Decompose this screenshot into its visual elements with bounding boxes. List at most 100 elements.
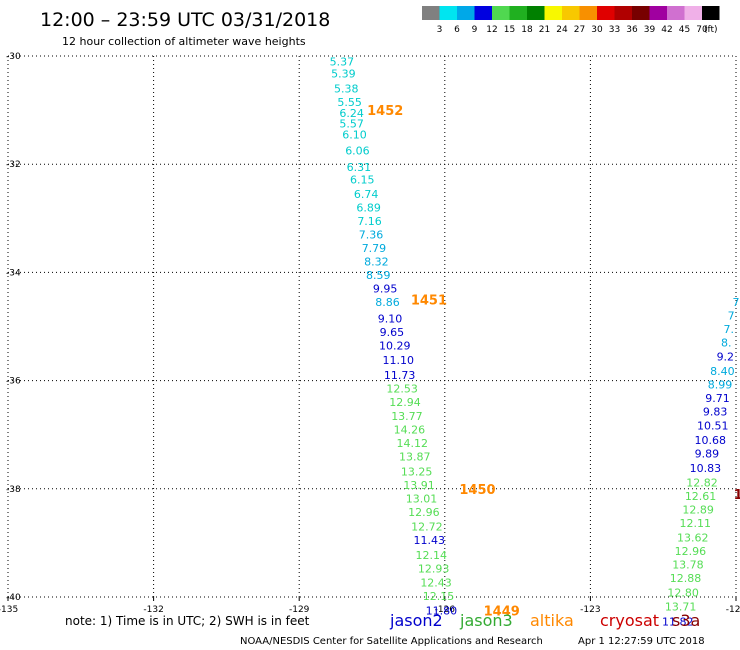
wave-height-label: 12.15 [423, 590, 455, 603]
wave-height-label: 8.99 [708, 378, 733, 391]
colorbar-label: 9 [472, 25, 478, 35]
wave-height-label: 9.65 [380, 326, 405, 339]
satellite-legend: jason2 jason3 altika cryosat s3a [389, 611, 700, 630]
satellite-legend-item: jason3 [459, 611, 513, 630]
wave-height-label: 12.88 [670, 572, 702, 585]
wave-height-label: 12.43 [420, 576, 452, 589]
wave-height-label: 6.06 [345, 145, 370, 158]
colorbar-swatch [702, 6, 720, 20]
footer-timestamp: Apr 1 12:27:59 UTC 2018 [578, 636, 705, 647]
colorbar-label: 39 [644, 25, 656, 35]
satellite-legend-item: altika [530, 611, 574, 630]
wave-height-label: 12.14 [415, 549, 447, 562]
wave-height-label: 10.29 [379, 339, 411, 352]
x-tick-label: -129 [289, 605, 310, 615]
wave-height-label: 12.72 [411, 521, 443, 534]
colorbar-swatch [649, 6, 667, 20]
pass-time-annotation: 1451 [411, 293, 447, 308]
wave-height-label: 10.83 [690, 462, 722, 475]
wave-height-label: 11.43 [414, 534, 446, 547]
colorbar: 3 6 9 12 15 18 21 24 27 30 33 36 39 42 45 70(ft) [422, 6, 720, 35]
x-tick-label: -126 [435, 605, 456, 615]
wave-height-label: 12.94 [389, 396, 421, 409]
pass-time-annotation: 1450 [459, 483, 495, 498]
wave-height-label: 11.80 [426, 605, 458, 618]
wave-height-label: 12.96 [675, 545, 707, 558]
colorbar-label: 33 [609, 25, 620, 35]
wave-height-label: 9.71 [705, 392, 730, 405]
wave-height-label: 5.38 [334, 82, 359, 95]
wave-height-label: 12.61 [685, 490, 717, 503]
x-tick-label: -120 [726, 605, 740, 615]
colorbar-swatch [439, 6, 457, 20]
wave-height-label: 12.11 [679, 517, 711, 530]
y-tick-label: -34 [6, 268, 21, 278]
colorbar-swatch [579, 6, 597, 20]
wave-height-label: 12.53 [386, 383, 418, 396]
wave-height-label: 13.91 [403, 479, 435, 492]
wave-height-label: 13.71 [665, 601, 697, 614]
footer-credit: NOAA/NESDIS Center for Satellite Applica… [240, 636, 543, 647]
wave-height-label: 9.2 [717, 350, 735, 363]
wave-height-label: 12.96 [408, 506, 440, 519]
colorbar-swatch [509, 6, 527, 20]
colorbar-swatch [492, 6, 510, 20]
wave-height-label: 6.74 [354, 188, 379, 201]
pass-time-annotation: 17 [734, 488, 740, 503]
wave-height-label: 6.24 [339, 107, 364, 120]
wave-height-label: 12.89 [682, 503, 714, 516]
chart-subtitle: 12 hour collection of altimeter wave hei… [62, 35, 306, 48]
colorbar-unit: (ft) [704, 25, 718, 35]
wave-height-label: 7.36 [359, 229, 384, 242]
satellite-legend-item: s3a [672, 611, 700, 630]
wave-height-label: 13.01 [406, 493, 438, 506]
colorbar-swatch [597, 6, 615, 20]
wave-height-label: 9.89 [695, 448, 720, 461]
wave-height-label: 8. [721, 337, 732, 350]
wave-height-label: 7. [723, 323, 734, 336]
wave-height-label: 8.32 [364, 256, 389, 269]
wave-height-label: 6.15 [350, 173, 375, 186]
wave-height-label: 7 [728, 310, 735, 323]
colorbar-label: 3 [437, 25, 443, 35]
wave-height-label: 13.78 [672, 559, 704, 572]
y-tick-label: -36 [6, 377, 21, 387]
colorbar-swatch [562, 6, 580, 20]
wave-height-label: 8.40 [710, 365, 735, 378]
colorbar-label: 18 [521, 25, 533, 35]
colorbar-swatch [457, 6, 475, 20]
wave-height-label: 10.51 [697, 420, 729, 433]
colorbar-swatch [667, 6, 685, 20]
x-tick-label: -135 [0, 605, 18, 615]
wave-height-label: 7 [733, 296, 740, 309]
chart-title: 12:00 – 23:59 UTC 03/31/2018 [40, 9, 330, 31]
pass-time-annotation: 1452 [367, 104, 403, 119]
colorbar-swatch [474, 6, 492, 20]
wave-height-label: 14.12 [397, 437, 429, 450]
wave-height-label: 12.93 [418, 562, 450, 575]
wave-height-label: 13.77 [391, 410, 423, 423]
header: 12:00 – 23:59 UTC 03/31/2018 12 hour col… [40, 9, 330, 48]
colorbar-label: 21 [539, 25, 550, 35]
wave-height-label: 14.26 [394, 423, 426, 436]
wave-height-label: 5.55 [337, 96, 362, 109]
colorbar-label: 24 [556, 25, 568, 35]
y-tick-label: -30 [6, 52, 21, 62]
wave-height-label: 5.37 [330, 55, 355, 68]
wave-height-label: 6.89 [356, 201, 381, 214]
footer-note: note: 1) Time is in UTC; 2) SWH is in fe… [65, 614, 310, 628]
colorbar-label: 42 [661, 25, 672, 35]
wave-height-label: 13.87 [399, 450, 431, 463]
wave-height-label: 9.95 [373, 283, 398, 296]
wave-height-label: 8.86 [375, 296, 400, 309]
y-tick-label: -38 [6, 485, 21, 495]
colorbar-swatch [614, 6, 632, 20]
wave-height-label: 10.68 [695, 434, 727, 447]
wave-height-label: 9.83 [703, 405, 728, 418]
wave-height-label: 7.79 [362, 242, 387, 255]
wave-height-label: 13.62 [677, 531, 709, 544]
colorbar-label: 30 [591, 25, 603, 35]
wave-height-label: 6.10 [342, 128, 367, 141]
wave-height-label: 11.82 [662, 615, 694, 628]
colorbar-label: 45 [679, 25, 690, 35]
